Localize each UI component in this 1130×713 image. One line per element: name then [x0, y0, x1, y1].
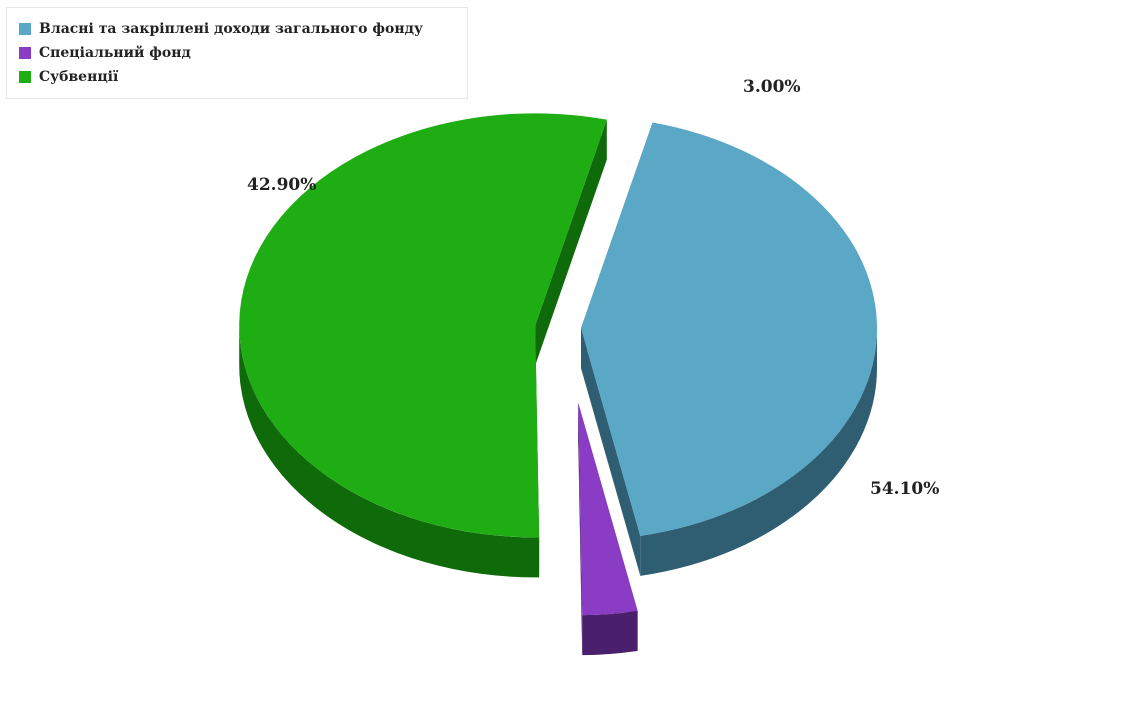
legend-item-subventions: Субвенції — [19, 65, 467, 89]
data-label-own-revenues: 42.90% — [247, 175, 316, 195]
legend-item-special-fund: Спеціальний фонд — [19, 41, 467, 65]
legend-swatch-subventions — [19, 71, 31, 83]
legend-label-own-revenues: Власні та закріплені доходи загального ф… — [39, 21, 423, 37]
slice-top-subventions — [239, 113, 607, 538]
slice-end-face-subventions — [535, 119, 607, 366]
legend-swatch-own-revenues — [19, 23, 31, 35]
chart-legend: Власні та закріплені доходи загального ф… — [6, 7, 468, 99]
data-label-special-fund: 3.00% — [743, 77, 801, 97]
slice-end-face-own-revenues — [580, 328, 641, 576]
slice-outer-wall-own-revenues — [640, 328, 877, 576]
slice-outer-wall-subventions — [239, 325, 540, 578]
legend-label-subventions: Субвенції — [39, 69, 119, 85]
data-label-subventions: 54.10% — [870, 479, 939, 499]
legend-item-own-revenues: Власні та закріплені доходи загального ф… — [19, 17, 467, 41]
legend-swatch-special-fund — [19, 47, 31, 59]
slice-top-own-revenues — [580, 122, 877, 536]
pie-top-layer — [239, 113, 877, 616]
pie-label-layer: 42.90% 3.00% 54.10% — [247, 77, 939, 499]
slice-outer-wall-special-fund — [582, 610, 638, 656]
slice-end-face-special-fund — [578, 403, 583, 656]
slice-top-special-fund — [578, 403, 638, 616]
legend-label-special-fund: Спеціальний фонд — [39, 45, 191, 61]
